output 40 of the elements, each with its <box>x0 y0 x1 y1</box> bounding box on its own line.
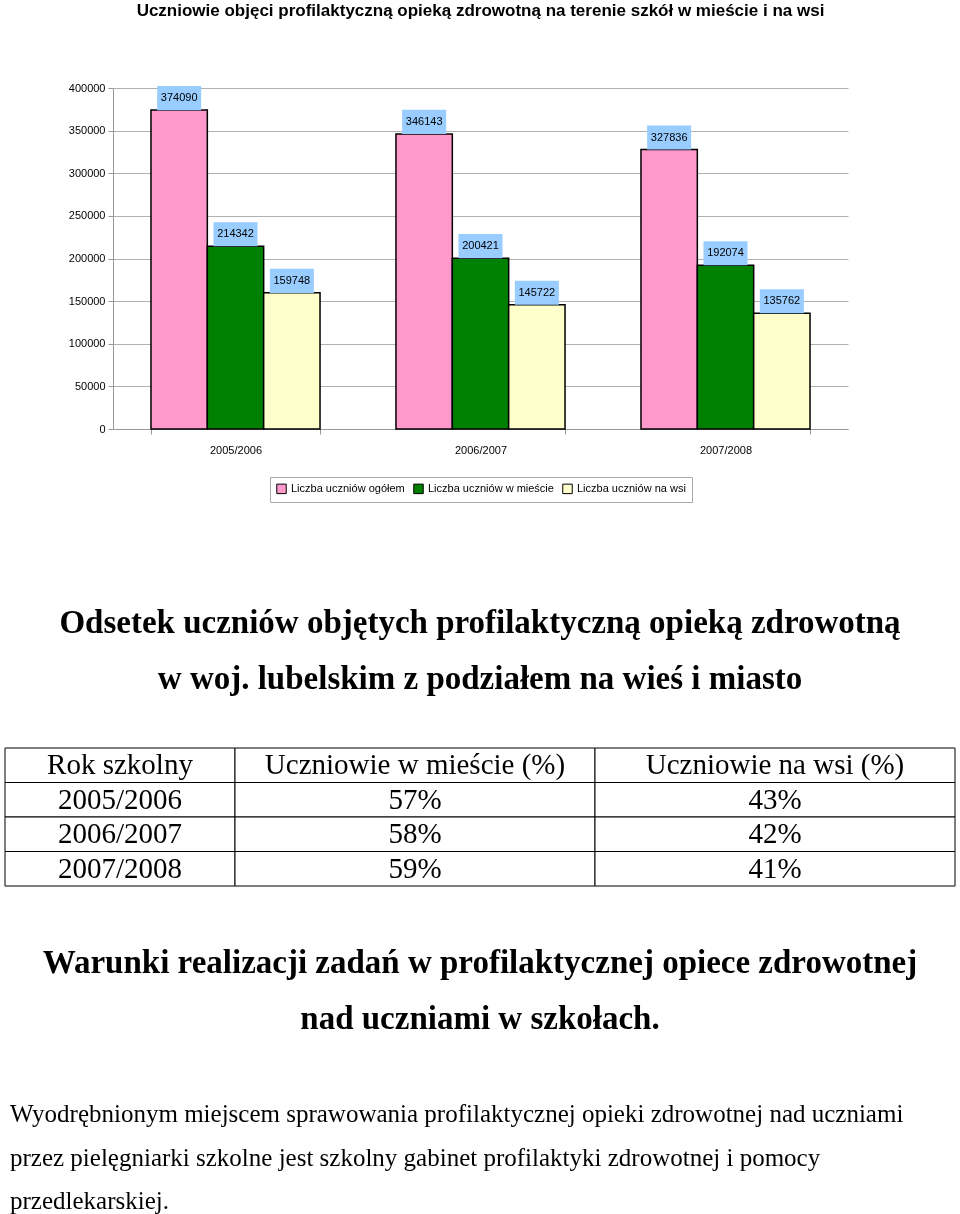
data-label: 346143 <box>405 114 443 127</box>
y-tick-label: 400000 <box>68 81 106 94</box>
legend-label: Liczba uczniów w mieście <box>428 481 554 494</box>
y-tick-label: 150000 <box>68 294 106 307</box>
y-axis-title: Rok szkolny <box>47 748 194 781</box>
data-label: 374090 <box>160 91 198 104</box>
data-label: 214342 <box>217 227 254 240</box>
y-tick-label: 0 <box>99 422 106 435</box>
y-tick-label: 100000 <box>68 337 106 350</box>
text: Wyodrębnionym miejscem sprawowania profilaktycznej opieki zdrowotnej nad uczniami przez pielęgniarki szkolne jest szkolny gabinet profilaktyki zdrowotnej i pomocy przedlekarskiej. <box>10 1100 904 1214</box>
legend-label: Liczba uczniów ogółem <box>291 481 405 494</box>
x-tick-label: 2006/2007 <box>455 443 507 456</box>
data-label: 145722 <box>518 285 556 298</box>
x-tick-label: 2007/2008 <box>700 443 752 456</box>
y-tick-label: 2007/2008 <box>57 851 183 884</box>
chart-title: Odsetek uczniów objętych profilaktyczną opieką zdrowotną w woj. lubelskim z podziałem na wieś i miasto <box>59 603 901 696</box>
data-label: 192074 <box>707 246 744 259</box>
data-label: 57% <box>388 782 442 815</box>
data-label: 159748 <box>273 273 311 286</box>
y-tick-label: 50000 <box>74 379 106 392</box>
data-label: 42% <box>748 817 802 850</box>
y-tick-label: 200000 <box>68 252 106 264</box>
data-label: 41% <box>748 851 802 884</box>
data-label: 135762 <box>763 294 801 307</box>
text: Warunki realizacji zadań w profilaktycznej opiece zdrowotnej nad uczniami w szkołach. <box>42 944 918 1036</box>
y-tick-label: 350000 <box>68 124 106 137</box>
data-label: 58% <box>388 817 442 850</box>
x-tick-label: Uczniowie na wsi (%) <box>645 748 905 782</box>
data-label: 200421 <box>462 239 499 252</box>
y-tick-label: 250000 <box>68 209 106 222</box>
chart-title: Uczniowie objęci profilaktyczną opieką zdrowotną na terenie szkół w mieście i na wsi <box>136 1 825 20</box>
data-label: 59% <box>388 851 442 884</box>
x-tick-label: Uczniowie w mieście (%) <box>264 748 566 782</box>
data-label: 327836 <box>650 130 688 143</box>
y-tick-label: 2006/2007 <box>57 817 183 850</box>
x-tick-label: 2005/2006 <box>210 443 262 456</box>
legend-label: Liczba uczniów na wsi <box>577 481 686 494</box>
data-label: 43% <box>748 782 802 815</box>
y-tick-label: 2005/2006 <box>57 782 183 815</box>
y-tick-label: 300000 <box>68 166 106 179</box>
